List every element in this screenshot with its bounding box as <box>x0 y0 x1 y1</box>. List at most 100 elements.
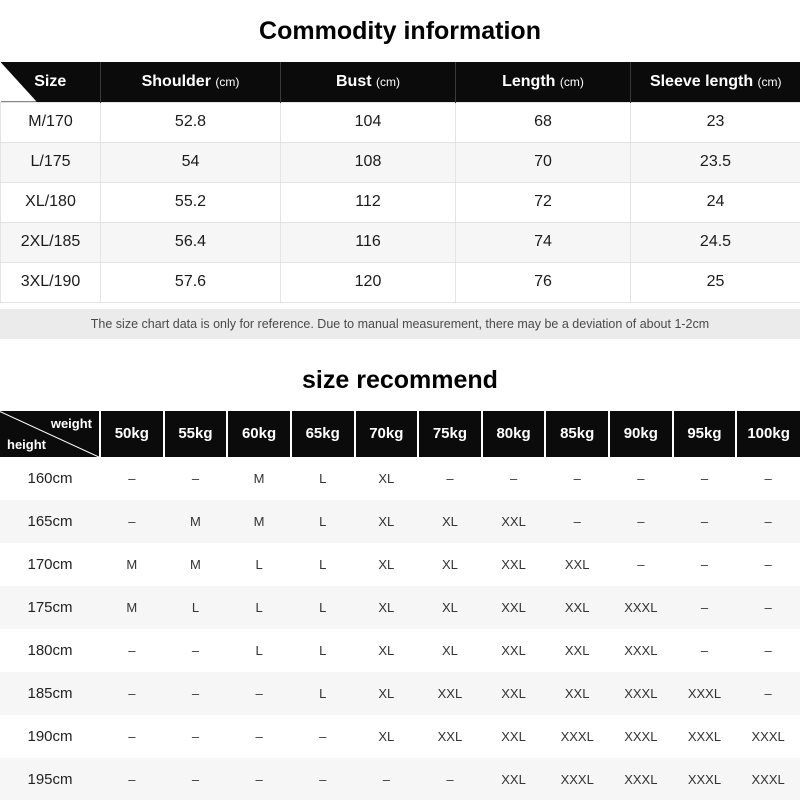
size-recommendation-cell: – <box>255 685 263 701</box>
sleeve-length-header-label: Sleeve length <box>649 72 754 90</box>
height-label-cell: 170cm <box>27 555 73 573</box>
recommend-table-row: 180cm – – L L XL XL XXL XXL XXXL – – <box>0 629 800 672</box>
size-recommendation-cell: – <box>319 771 327 787</box>
size-recommendation-cell: – <box>382 771 390 787</box>
measurement-value-cell: 54 <box>100 141 281 183</box>
size-table-header-row: Size Shoulder (cm) Bust (cm) Length (cm)… <box>0 62 800 102</box>
measurement-value-cell: 74 <box>455 221 631 263</box>
weight-header-cell: 65kg <box>289 410 355 457</box>
size-recommendation-cell: L <box>255 556 263 572</box>
size-recommendation-cell: XXL <box>501 599 526 615</box>
size-recommend-title: size recommend <box>302 365 498 394</box>
size-recommendation-cell: XXXL <box>751 728 785 744</box>
size-recommendation-cell: – <box>764 642 772 658</box>
recommend-table-row: 195cm – – – – – – XXL XXXL XXXL XXXL XXXL <box>0 757 800 800</box>
size-recommendation-cell: – <box>191 685 200 701</box>
size-recommendation-cell: XL <box>378 599 395 615</box>
recommend-table-body: 160cm – – M L XL – – – – – – 165cm – M M L XL XL XXL – – – – 170… <box>0 457 800 800</box>
size-recommendation-cell: XL <box>441 599 458 615</box>
size-recommendation-cell: M <box>126 599 138 615</box>
size-table-header-length: Length (cm) <box>455 62 631 102</box>
weight-header-cell: 95kg <box>671 410 737 457</box>
height-label-cell: 185cm <box>27 684 73 702</box>
recommend-table-row: 165cm – M M L XL XL XXL – – – – <box>0 499 800 543</box>
size-recommendation-cell: – <box>764 470 772 486</box>
measurement-value-cell: 68 <box>455 101 631 143</box>
size-label-cell: M/170 <box>0 101 101 143</box>
recommend-table-row: 190cm – – – – XL XXL XXL XXXL XXXL XXXL XXXL <box>0 715 800 758</box>
weight-header-cell: 85kg <box>544 410 609 457</box>
size-recommendation-cell: – <box>573 470 581 486</box>
size-label-cell: L/175 <box>0 141 101 183</box>
size-recommendation-cell: – <box>446 771 454 787</box>
measurement-value-cell: 55.2 <box>100 181 281 223</box>
size-recommendation-cell: L <box>255 642 263 658</box>
shoulder-header-label: Shoulder <box>141 72 211 90</box>
size-table-header-sleeve-length: Sleeve length (cm) <box>630 62 800 102</box>
size-recommendation-cell: XXL <box>501 556 526 572</box>
size-recommendation-cell: – <box>764 556 772 572</box>
size-recommendation-cell: XL <box>441 556 458 572</box>
measurement-value-cell: 76 <box>455 261 631 303</box>
size-recommend-table: weight height 50kg 55kg 60kg 65kg 70kg 75kg 80… <box>0 410 800 800</box>
weight-header-cell: 60kg <box>226 410 291 457</box>
measurement-value-cell: 57.6 <box>100 261 281 303</box>
measurement-value-cell: 52.8 <box>100 101 281 143</box>
size-recommendation-cell: – <box>255 771 263 787</box>
size-recommendation-cell: XL <box>378 642 395 658</box>
size-recommendation-cell: – <box>764 685 772 701</box>
height-label-cell: 180cm <box>27 641 73 659</box>
size-recommendation-cell: XXL <box>564 556 590 572</box>
weight-header-cell: 80kg <box>480 410 546 457</box>
size-recommendation-cell: XL <box>378 728 395 744</box>
size-recommendation-cell: XXL <box>564 642 590 658</box>
length-header-label: Length <box>502 72 556 90</box>
size-table-body: M/170 52.8 104 68 23 L/175 54 108 70 23.5 XL/180 55… <box>0 101 800 303</box>
recommend-table-row: 160cm – – M L XL – – – – – – <box>0 457 800 500</box>
measurement-value-cell: 25 <box>630 261 800 303</box>
size-recommendation-cell: L <box>319 470 327 486</box>
size-recommendation-cell: XXL <box>564 685 590 701</box>
measurement-value-cell: 23.5 <box>630 141 800 183</box>
measurement-value-cell: 120 <box>280 261 456 303</box>
size-table-row: 2XL/185 56.4 116 74 24.5 <box>0 221 800 263</box>
size-recommendation-cell: – <box>637 470 645 486</box>
height-label-cell: 160cm <box>27 469 73 487</box>
measurement-value-cell: 104 <box>280 101 456 143</box>
size-table-row: XL/180 55.2 112 72 24 <box>0 181 800 223</box>
size-recommendation-cell: L <box>319 642 327 658</box>
size-header-label: Size <box>34 72 67 90</box>
measurement-value-cell: 112 <box>280 181 456 223</box>
size-recommendation-cell: – <box>191 771 200 787</box>
measurement-value-cell: 72 <box>455 181 631 223</box>
size-recommendation-cell: – <box>191 642 200 658</box>
size-recommendation-cell: – <box>255 728 263 744</box>
size-recommendation-cell: XXXL <box>687 685 722 701</box>
size-recommendation-cell: XL <box>378 685 395 701</box>
size-recommendation-cell: XXXL <box>624 599 658 615</box>
size-recommendation-cell: – <box>509 470 518 486</box>
size-table-row: 3XL/190 57.6 120 76 25 <box>0 261 800 303</box>
size-recommendation-cell: L <box>191 599 200 615</box>
size-recommendation-cell: XXL <box>437 728 463 744</box>
size-recommendation-cell: L <box>319 685 327 701</box>
size-recommendation-cell: – <box>128 470 136 486</box>
size-chart-note: The size chart data is only for referenc… <box>0 308 800 339</box>
commodity-size-table: Size Shoulder (cm) Bust (cm) Length (cm)… <box>0 62 800 303</box>
commodity-info-title: Commodity information <box>259 17 541 45</box>
weight-header-cell: 90kg <box>608 410 673 457</box>
recommend-table-row: 185cm – – – L XL XXL XXL XXL XXXL XXXL – <box>0 671 800 715</box>
size-recommendation-cell: XXL <box>501 728 526 744</box>
size-label-cell: 2XL/185 <box>0 221 101 263</box>
size-recommendation-cell: XXXL <box>624 771 658 787</box>
size-recommendation-cell: – <box>191 728 200 744</box>
size-recommendation-cell: – <box>637 556 645 572</box>
bust-header-unit: (cm) <box>376 74 400 89</box>
recommend-table-row: 170cm M M L L XL XL XXL XXL – – – <box>0 543 800 586</box>
size-recommendation-cell: XXL <box>437 685 463 701</box>
weight-height-corner-cell: weight height <box>0 410 100 457</box>
size-recommendation-cell: XXXL <box>687 771 722 787</box>
size-recommendation-cell: XL <box>378 556 395 572</box>
measurement-value-cell: 23 <box>630 101 800 143</box>
